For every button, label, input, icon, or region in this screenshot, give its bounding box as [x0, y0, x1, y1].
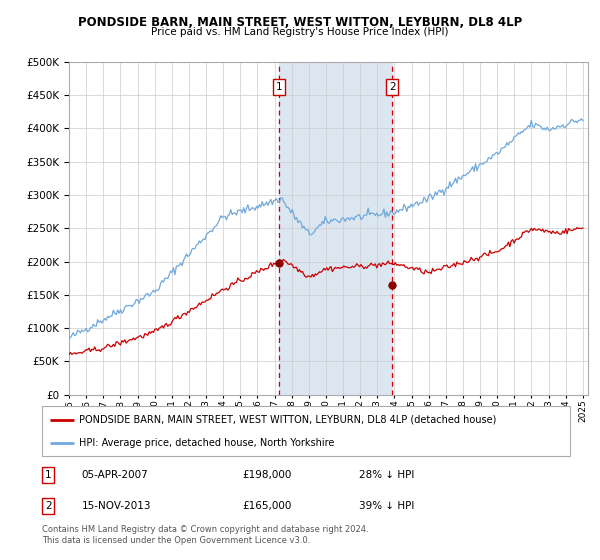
Text: 05-APR-2007: 05-APR-2007	[82, 470, 148, 480]
Text: 1: 1	[45, 470, 52, 480]
Text: Contains HM Land Registry data © Crown copyright and database right 2024.
This d: Contains HM Land Registry data © Crown c…	[42, 525, 368, 545]
Text: PONDSIDE BARN, MAIN STREET, WEST WITTON, LEYBURN, DL8 4LP: PONDSIDE BARN, MAIN STREET, WEST WITTON,…	[78, 16, 522, 29]
Text: 39% ↓ HPI: 39% ↓ HPI	[359, 501, 414, 511]
FancyBboxPatch shape	[42, 406, 570, 456]
Text: 15-NOV-2013: 15-NOV-2013	[82, 501, 151, 511]
Text: Price paid vs. HM Land Registry's House Price Index (HPI): Price paid vs. HM Land Registry's House …	[151, 27, 449, 37]
Text: PONDSIDE BARN, MAIN STREET, WEST WITTON, LEYBURN, DL8 4LP (detached house): PONDSIDE BARN, MAIN STREET, WEST WITTON,…	[79, 414, 496, 424]
Text: 2: 2	[45, 501, 52, 511]
Text: £165,000: £165,000	[242, 501, 292, 511]
Text: 28% ↓ HPI: 28% ↓ HPI	[359, 470, 414, 480]
Bar	[279, 62, 392, 395]
Text: 2: 2	[389, 82, 396, 92]
Text: £198,000: £198,000	[242, 470, 292, 480]
Text: HPI: Average price, detached house, North Yorkshire: HPI: Average price, detached house, Nort…	[79, 438, 334, 448]
Text: 1: 1	[275, 82, 282, 92]
